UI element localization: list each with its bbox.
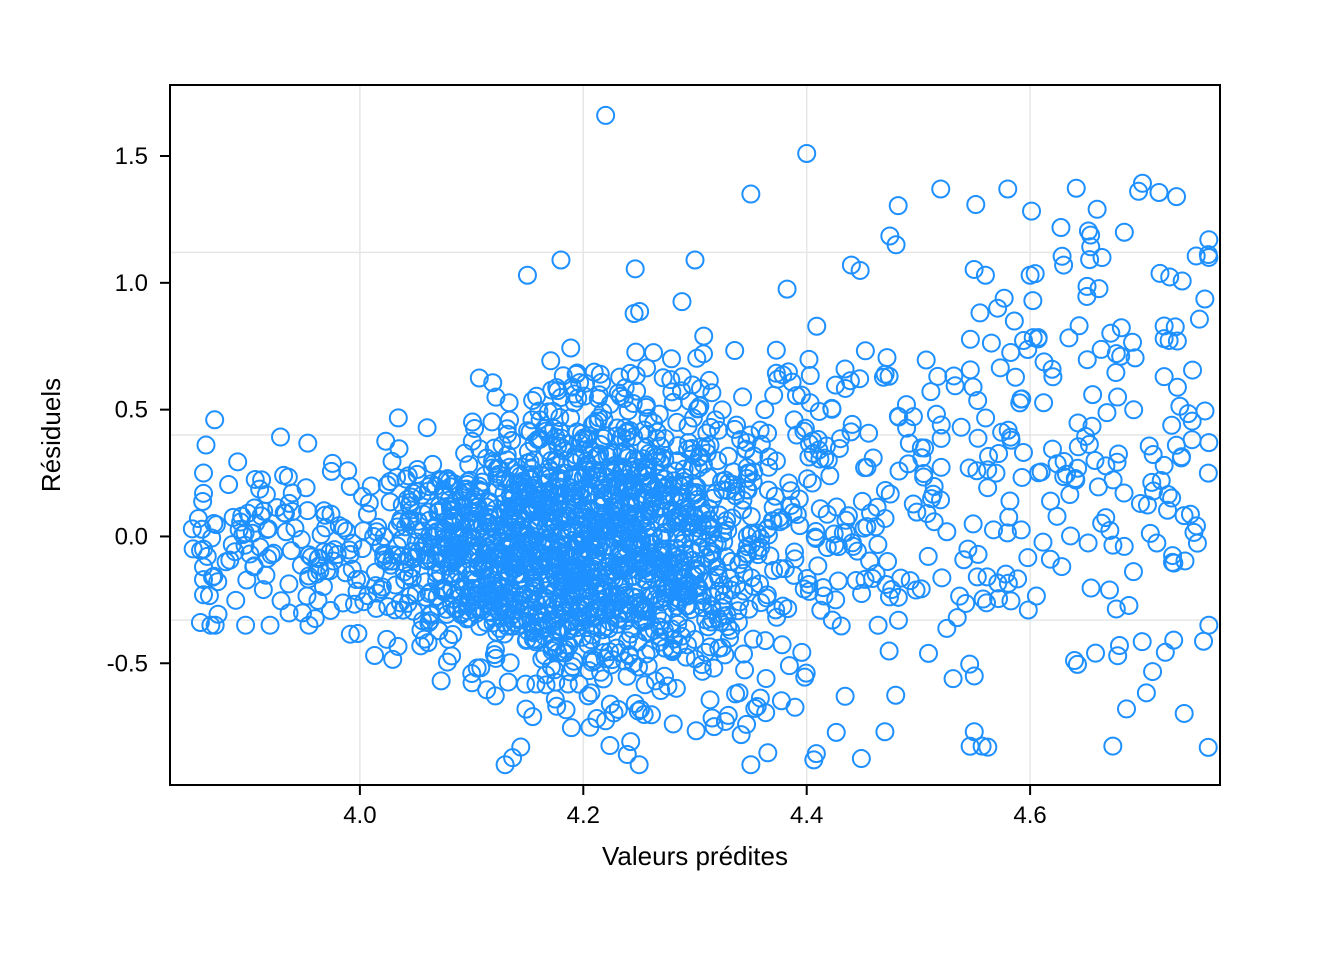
x-tick-label: 4.6 — [1013, 802, 1046, 829]
y-tick-label: 1.0 — [115, 270, 148, 297]
x-axis-label: Valeurs prédites — [602, 841, 788, 871]
x-tick-label: 4.2 — [567, 802, 600, 829]
y-tick-label: 0.0 — [115, 523, 148, 550]
y-tick-label: -0.5 — [107, 650, 148, 677]
x-tick-label: 4.0 — [343, 802, 376, 829]
x-tick-label: 4.4 — [790, 802, 823, 829]
residuals-vs-fitted-chart: 4.0 4.2 4.4 4.6 -0.5 0.0 0.5 1.0 1.5 Valeurs préd… — [0, 0, 1344, 960]
y-axis-label: Résiduels — [36, 378, 66, 492]
y-tick-label: 1.5 — [115, 143, 148, 170]
y-tick-label: 0.5 — [115, 397, 148, 424]
chart-svg: 4.0 4.2 4.4 4.6 -0.5 0.0 0.5 1.0 1.5 Valeurs préd… — [0, 0, 1344, 960]
